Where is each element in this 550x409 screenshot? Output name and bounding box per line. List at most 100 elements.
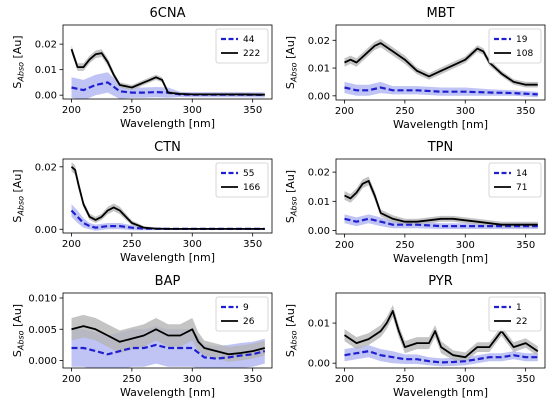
legend-box [215,296,269,332]
x-tick-label: 300 [456,240,475,251]
legend-label: 166 [243,183,260,193]
plot-area [71,314,266,368]
y-tick-label: 0.00 [308,359,330,370]
y-tick-label: 0.00 [308,226,330,237]
band-1 [344,345,538,367]
y-axis-label: SAbso [Au] [11,169,26,222]
x-tick-label: 250 [395,240,414,251]
legend: 122 [488,296,542,332]
y-axis-label: SAbso [Au] [284,304,299,357]
y-tick-label: 0.01 [308,319,330,330]
series-line-26 [71,325,266,356]
legend-box [215,28,269,64]
y-axis-label: SAbso [Au] [284,170,299,223]
x-axis-label: Wavelength [nm] [120,386,215,399]
plot-area [344,305,539,367]
series-line-19 [344,86,538,96]
legend-box [488,296,542,332]
legend-label: 222 [243,49,260,59]
y-tick-label: 0.00 [35,91,57,102]
x-tick-label: 200 [335,240,354,251]
plot-area [344,38,538,98]
band-166 [71,162,265,230]
x-tick-label: 300 [456,106,475,117]
panel-pyr: 200 250 300 350 0.00 0.01 PYR Wavelength [nm] SA… [284,274,546,399]
legend-box [488,28,542,64]
panel-6cna: 200 250 300 350 0.00 0.01 0.02 6CNA Wavelength [… [11,6,273,130]
panel-title: MBT [426,6,454,21]
panel-title: CTN [154,140,181,155]
panel-tpn: 200 250 300 350 0.00 0.01 0.02 TPN Wavelength [n… [284,140,546,265]
panel-title: BAP [155,274,181,289]
x-axis-label: Wavelength [nm] [393,386,488,399]
x-tick-label: 250 [395,106,414,117]
x-axis-label: Wavelength [nm] [120,117,215,130]
axes-frame [335,292,546,369]
series-line-166 [70,166,265,230]
y-axis-label: SAbso [Au] [284,36,299,89]
panel-ctn: 200 250 300 350 0.00 0.02 CTN Wavelength [nm] SA… [11,140,273,264]
x-tick-label: 200 [62,105,81,116]
plot-area [70,162,265,231]
y-tick-label: 0.000 [28,356,57,367]
band-222 [71,45,265,96]
legend-label: 55 [243,169,254,179]
x-axis-label: Wavelength [nm] [393,252,488,265]
x-tick-label: 250 [122,105,141,116]
x-tick-label: 350 [516,106,535,117]
legend-label: 9 [243,303,249,313]
series-line-71 [344,179,538,226]
y-tick-label: 0.02 [308,36,330,47]
axes-frame [335,158,546,235]
legend-box [215,162,269,198]
legend-label: 14 [516,169,528,179]
y-tick-label: 0.01 [308,64,330,75]
x-tick-label: 250 [122,374,141,385]
series-line-222 [70,48,265,96]
legend-label: 108 [516,49,533,59]
y-tick-label: 0.02 [35,162,57,173]
y-tick-label: 0.00 [35,225,57,236]
plot-area [70,45,265,99]
x-tick-label: 350 [516,374,535,385]
legend-label: 44 [243,35,255,45]
legend-label: 71 [516,183,527,193]
series-line-22 [344,310,539,359]
series-line-108 [344,42,538,86]
x-axis-label: Wavelength [nm] [393,118,488,131]
y-tick-label: 0.01 [308,197,330,208]
x-tick-label: 300 [456,374,475,385]
axes-frame [335,24,546,101]
legend-label: 1 [516,303,522,313]
series-line-1 [344,350,538,364]
axes-frame [62,292,273,369]
x-tick-label: 250 [395,374,414,385]
x-tick-label: 350 [243,239,262,250]
panel-mbt: 200 250 300 350 0.00 0.01 0.02 MBT Wavelength [n… [284,6,546,131]
y-tick-label: 0.02 [35,40,57,51]
series-line-9 [71,343,266,360]
panel-title: PYR [428,274,453,289]
legend-label: 22 [516,317,527,327]
x-tick-label: 200 [335,106,354,117]
panel-title: TPN [427,140,454,155]
legend: 926 [215,296,269,332]
x-tick-label: 350 [243,105,262,116]
legend-label: 26 [243,317,255,327]
axes-frame [62,158,273,234]
legend-box [488,162,542,198]
series-line-14 [344,217,538,228]
x-tick-label: 300 [183,105,202,116]
plot-area [344,176,538,229]
band-55 [71,204,265,231]
x-tick-label: 200 [335,374,354,385]
band-44 [71,72,265,99]
panel-bap: 200 250 300 350 0.000 0.005 0.010 BAP Wavelength… [11,274,273,399]
x-tick-label: 250 [122,239,141,250]
y-tick-label: 0.005 [28,325,57,336]
